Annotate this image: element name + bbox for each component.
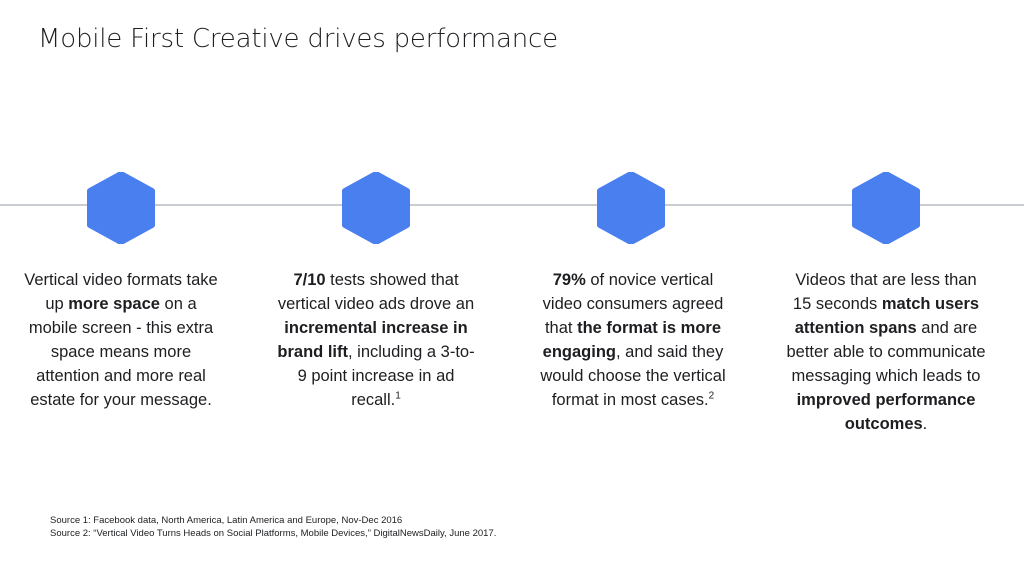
hexagon-icon: [597, 172, 665, 244]
body-text: Vertical video formats take up: [24, 271, 218, 313]
footnote-marker[interactable]: 2: [708, 390, 715, 402]
body-text: and are better able to communicate messa…: [786, 319, 986, 385]
hexagon-icon: [852, 172, 920, 244]
hexagon-shape: [342, 172, 410, 244]
hexagon-shape: [852, 172, 920, 244]
timeline-divider: [0, 204, 1024, 206]
source-1: Source 1: Facebook data, North America, …: [50, 515, 403, 526]
body-text: tests showed that vertical video ads dro…: [277, 271, 475, 313]
body-text: on a mobile screen - this extra space me…: [28, 295, 214, 409]
hexagon-shape: [597, 172, 665, 244]
highlight-text: 79%: [552, 271, 586, 289]
hexagon-icon: [342, 172, 410, 244]
stat-column-4: Videos that are less than 15 seconds mat…: [786, 268, 986, 436]
highlight-text: match users attention spans: [794, 295, 980, 337]
hexagon-shape: [87, 172, 155, 244]
body-text: , and said they would choose the vertica…: [540, 343, 726, 409]
body-text: of novice vertical video consumers agree…: [542, 271, 724, 337]
highlight-text: 7/10: [293, 271, 326, 289]
stat-column-2: 7/10 tests showed that vertical video ad…: [276, 268, 476, 412]
page-title: Mobile First Creative drives performance: [38, 24, 558, 54]
footnote-marker[interactable]: 1: [395, 390, 401, 402]
highlight-text: more space: [68, 295, 160, 313]
body-text: Videos that are less than 15 seconds: [792, 271, 977, 313]
stat-column-3: 79% of novice vertical video consumers a…: [531, 268, 735, 412]
body-text: , including a 3-to-9 point increase in a…: [297, 343, 475, 409]
highlight-text: incremental increase in brand lift: [277, 319, 468, 361]
highlight-text: the format is more engaging: [542, 319, 722, 361]
sources-footnote: Source 1: Facebook data, North America, …: [50, 514, 496, 540]
stat-column-1: Vertical video formats take up more spac…: [21, 268, 221, 412]
hexagon-icon: [87, 172, 155, 244]
source-2: Source 2: “Vertical Video Turns Heads on…: [50, 528, 497, 539]
body-text: .: [922, 415, 928, 433]
highlight-text: improved performance outcomes: [796, 391, 976, 433]
